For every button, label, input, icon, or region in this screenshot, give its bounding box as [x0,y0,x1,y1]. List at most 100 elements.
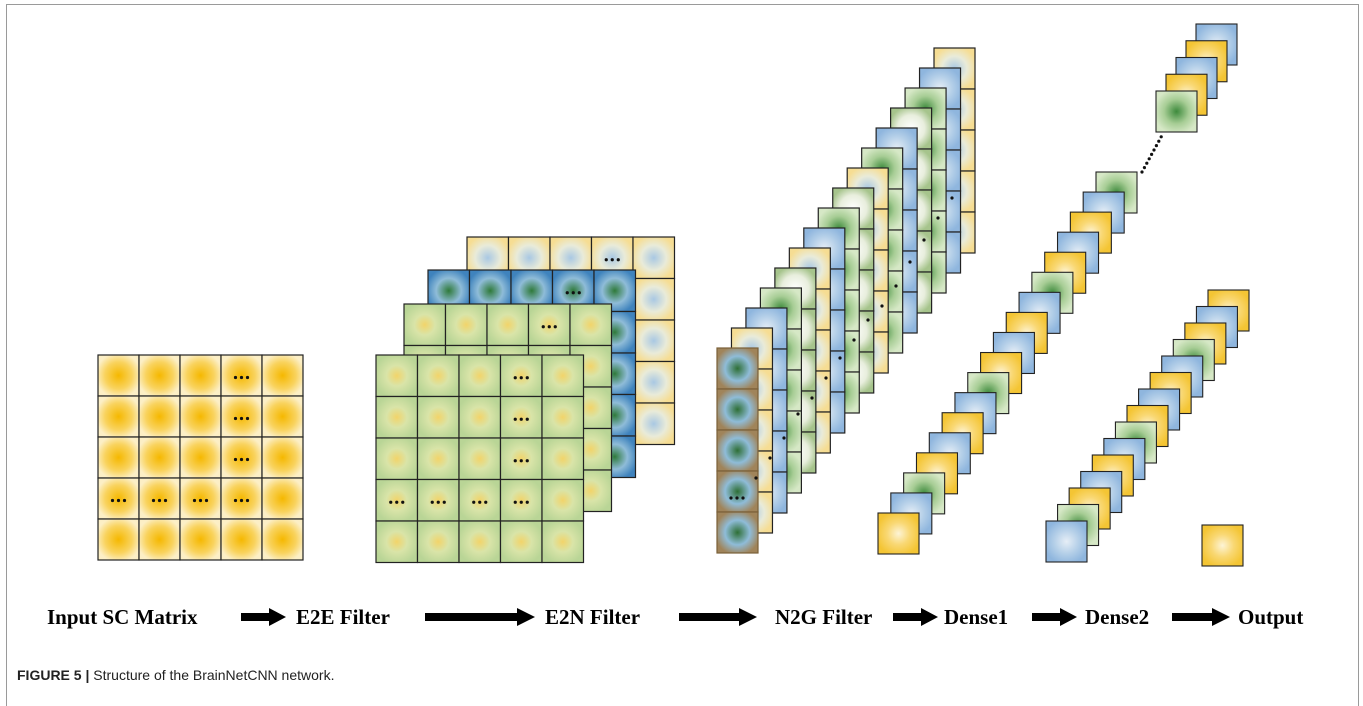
matrix-cell [97,477,140,520]
stage-label-dense2: Dense2 [1085,605,1150,629]
matrix-cell [179,395,222,438]
matrix-cell [220,436,263,479]
ellipsis-dot [157,498,162,503]
ellipsis-dot [894,284,898,288]
stage-label-e2n: E2N Filter [545,605,641,629]
matrix-cell [499,520,543,564]
ellipsis-dot [571,291,575,295]
ellipsis-dot [1142,166,1146,170]
caption-figure-number: FIGURE 5 | [17,667,90,683]
e2n-filter-maps [716,47,976,554]
matrix-cell [375,437,419,481]
ellipsis-dot [519,376,523,380]
ellipsis-dot [852,338,856,342]
e2n-cell [716,388,759,431]
ellipsis-dot [880,304,884,308]
output-unit-square [1201,524,1244,567]
matrix-cell [261,354,304,397]
ellipsis-dot [389,500,393,504]
ellipsis-dot [151,498,156,503]
ellipsis-dot [525,500,529,504]
matrix-cell [97,518,140,561]
matrix-cell [569,303,613,347]
matrix-cell [375,478,419,522]
ellipsis-dot [204,498,209,503]
matrix-cell [138,518,181,561]
matrix-cell [97,354,140,397]
matrix-cell [541,354,585,398]
ellipsis-dot [233,498,238,503]
matrix-cell [499,395,543,439]
ellipsis-dot [1152,148,1156,152]
ellipsis-dot [735,496,739,500]
ellipsis-dot [1147,157,1151,161]
ellipsis-dot [525,376,529,380]
stage-label-n2g: N2G Filter [775,605,873,629]
e2n-cell [716,347,759,390]
ellipsis-dot [525,417,529,421]
matrix-cell [97,395,140,438]
matrix-cell [458,478,502,522]
matrix-cell [458,395,502,439]
matrix-cell [179,518,222,561]
matrix-cell [632,277,676,321]
ellipsis-dot [604,258,608,262]
arrow-icon [241,608,286,626]
matrix-cell [97,436,140,479]
matrix-cell [179,477,222,520]
matrix-cell [220,477,263,520]
ellipsis-dot [824,376,828,380]
figure-caption: FIGURE 5 | Structure of the BrainNetCNN … [17,667,334,683]
matrix-cell [220,518,263,561]
matrix-cell [179,354,222,397]
arrow-icon [1172,608,1230,626]
ellipsis-dot [245,498,250,503]
ellipsis-dot [245,375,250,380]
stage-label-input: Input SC Matrix [47,605,198,629]
ellipsis-dot [908,260,912,264]
ellipsis-dot [519,417,523,421]
ellipsis-dot [1159,135,1163,139]
matrix-cell [632,360,676,404]
e2n-cell [716,511,759,554]
ellipsis-dot [616,258,620,262]
matrix-cell [632,236,676,280]
matrix-cell [261,518,304,561]
matrix-cell [220,354,263,397]
ellipsis-dot [1154,144,1158,148]
ellipsis-dot [922,238,926,242]
caption-text: Structure of the BrainNetCNN network. [89,667,335,683]
matrix-cell [138,354,181,397]
matrix-cell [541,395,585,439]
ellipsis-dot [233,457,238,462]
ellipsis-dot [239,457,244,462]
ellipsis-dot [478,500,482,504]
ellipsis-dot [233,416,238,421]
ellipsis-dot [577,291,581,295]
matrix-cell [261,395,304,438]
ellipsis-dot [729,496,733,500]
ellipsis-dot [245,416,250,421]
ellipsis-dot [810,396,814,400]
dense2-units [1045,289,1250,563]
matrix-cell [403,303,447,347]
matrix-cell [499,437,543,481]
ellipsis-dot [754,476,758,480]
ellipsis-dot [122,498,127,503]
ellipsis-dot [782,436,786,440]
matrix-cell [541,520,585,564]
ellipsis-dot [233,375,238,380]
matrix-cell [261,436,304,479]
ellipsis-dot [553,325,557,329]
ellipsis-dot [239,375,244,380]
ellipsis-dot [741,496,745,500]
ellipsis-dot [513,417,517,421]
output-unit [1201,524,1244,567]
ellipsis-dot [950,196,954,200]
ellipsis-dot [610,258,614,262]
matrix-cell [179,436,222,479]
e2e-filter-maps [375,236,676,564]
matrix-cell [416,395,460,439]
arrow-icon [893,608,938,626]
ellipsis-dot [395,500,399,504]
